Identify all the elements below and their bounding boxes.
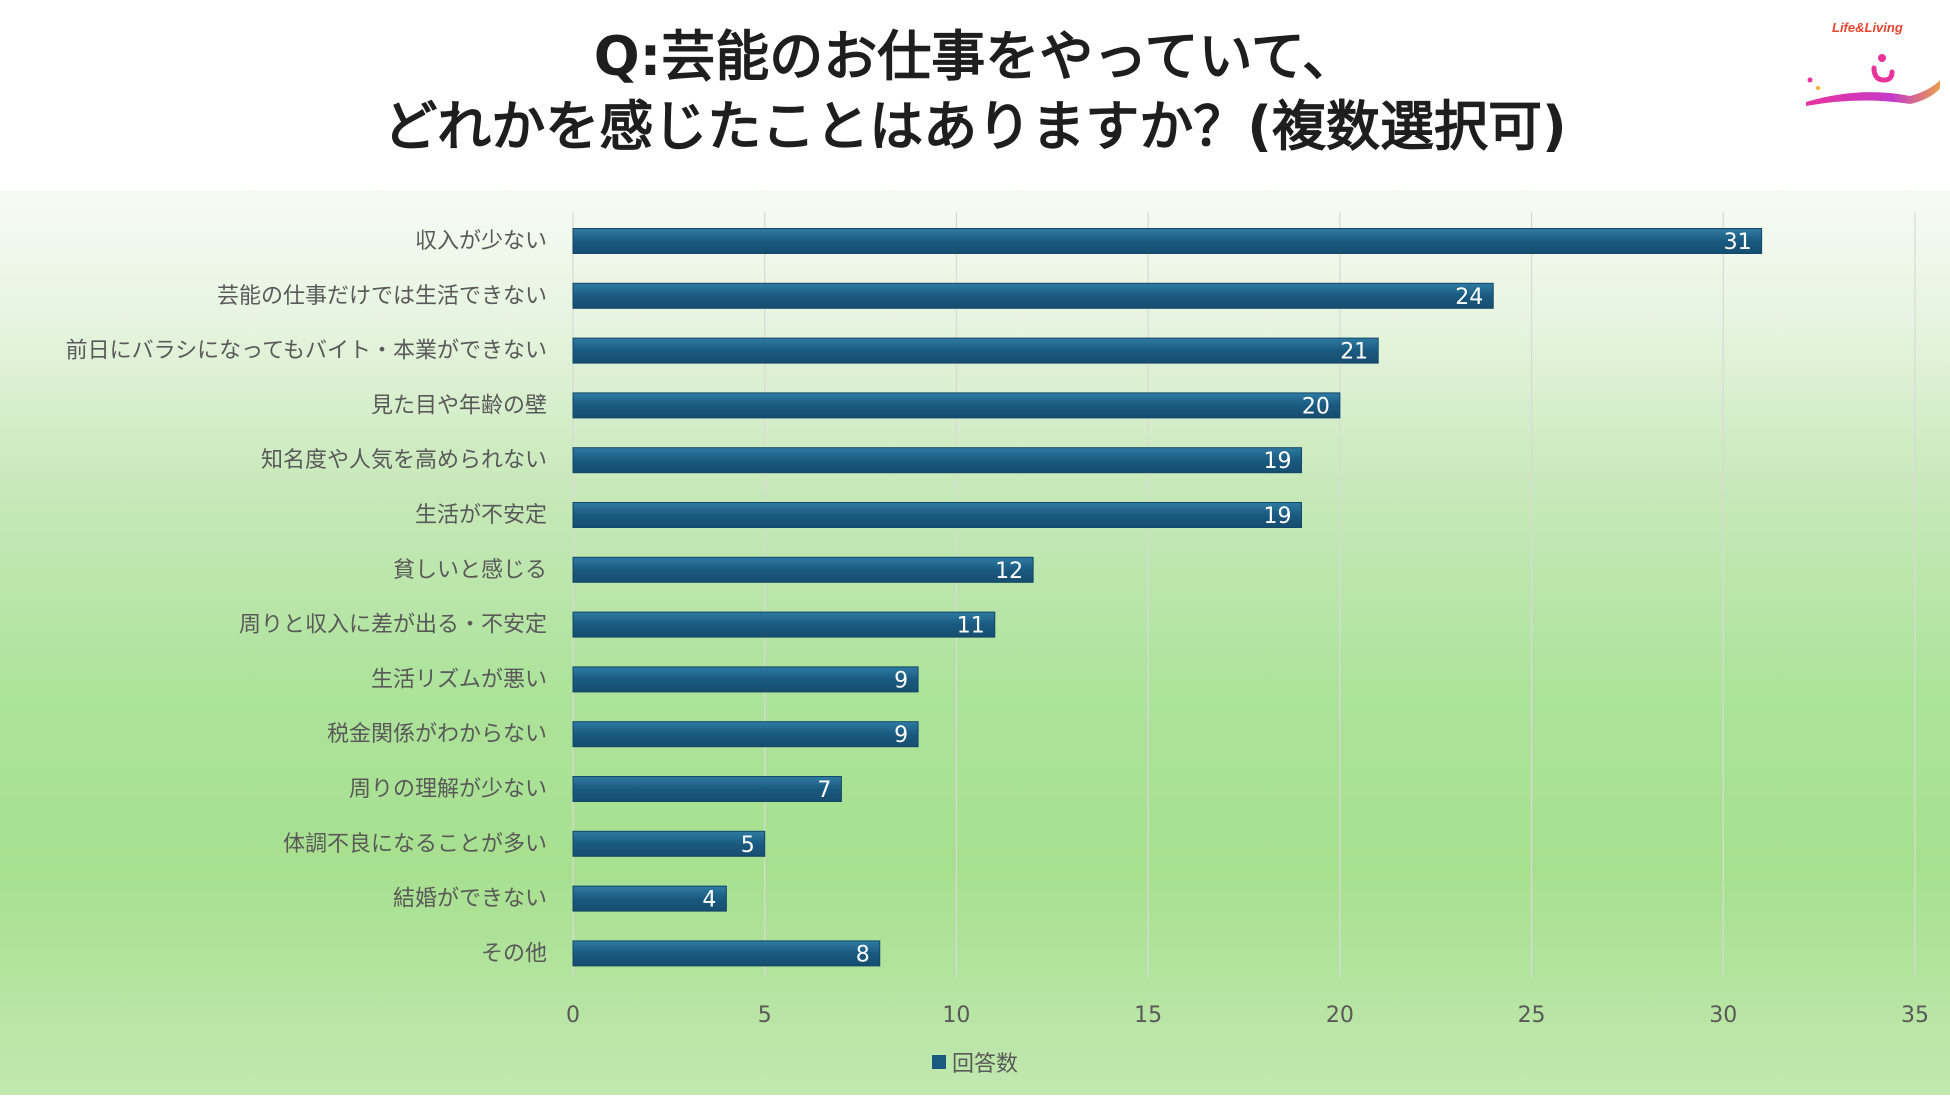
- x-tick-label: 5: [758, 1003, 772, 1028]
- logo-icon: [1806, 46, 1950, 106]
- bar: [572, 392, 1341, 419]
- bar: [572, 447, 1303, 474]
- data-label: 4: [702, 888, 716, 913]
- bar: [572, 721, 919, 748]
- bottom-strip: [0, 1095, 1950, 1097]
- data-label: 31: [1724, 230, 1752, 255]
- bar: [572, 556, 1034, 583]
- life-living-logo: Life&Living: [1800, 16, 1950, 116]
- category-label: 周りの理解が少ない: [349, 777, 547, 802]
- category-label: 貧しいと感じる: [393, 558, 547, 583]
- x-tick-label: 25: [1518, 1003, 1546, 1028]
- data-label: 9: [894, 723, 908, 748]
- x-tick-label: 15: [1134, 1003, 1162, 1028]
- category-label: 収入が少ない: [415, 229, 547, 254]
- data-label: 19: [1264, 449, 1292, 474]
- bar: [572, 337, 1379, 364]
- data-label: 11: [957, 614, 985, 639]
- bar: [572, 502, 1303, 528]
- bar: [572, 885, 727, 912]
- data-label: 8: [856, 942, 870, 967]
- bar: [572, 282, 1494, 309]
- category-label: 税金関係がわからない: [327, 722, 547, 747]
- bar: [572, 940, 881, 967]
- category-label: 周りと収入に差が出る・不安定: [239, 613, 547, 638]
- data-label: 24: [1455, 285, 1483, 310]
- x-tick-label: 0: [566, 1003, 580, 1028]
- data-label: 12: [995, 559, 1023, 584]
- title-area: Q:芸能のお仕事をやっていて、 どれかを感じたことはありますか？(複数選択可) …: [0, 0, 1950, 190]
- data-label: 20: [1302, 394, 1330, 419]
- category-label: 見た目や年齢の壁: [371, 393, 547, 418]
- x-tick-label: 10: [942, 1003, 970, 1028]
- data-label: 5: [741, 833, 755, 858]
- bar: [572, 666, 919, 693]
- logo-text: Life&Living: [1832, 20, 1903, 35]
- chart-title-line2: どれかを感じたことはありますか？(複数選択可): [383, 95, 1567, 158]
- bar: [572, 228, 1763, 254]
- legend-label: 回答数: [952, 1052, 1019, 1077]
- category-label: その他: [481, 941, 547, 966]
- x-tick-label: 20: [1326, 1003, 1354, 1028]
- data-label: 19: [1264, 504, 1292, 529]
- category-label: 結婚ができない: [393, 887, 547, 912]
- category-label: 芸能の仕事だけでは生活できない: [217, 284, 547, 309]
- x-tick-label: 35: [1901, 1003, 1929, 1028]
- data-label: 21: [1340, 340, 1368, 365]
- data-label: 7: [817, 778, 831, 803]
- category-label: 生活リズムが悪い: [371, 667, 547, 692]
- bar: [572, 611, 996, 638]
- legend-swatch: [932, 1055, 946, 1069]
- chart-legend: 回答数: [932, 1046, 1018, 1078]
- chart-title-line1: Q:芸能のお仕事をやっていて、: [593, 25, 1357, 88]
- category-label: 生活が不安定: [415, 503, 547, 528]
- bar: [572, 830, 766, 857]
- category-label: 体調不良になることが多い: [283, 832, 547, 857]
- x-tick-label: 30: [1709, 1003, 1737, 1028]
- data-label: 9: [894, 668, 908, 693]
- category-label: 前日にバラシになってもバイト・本業ができない: [66, 339, 547, 364]
- category-label: 知名度や人気を高められない: [261, 448, 547, 473]
- bar: [572, 776, 842, 802]
